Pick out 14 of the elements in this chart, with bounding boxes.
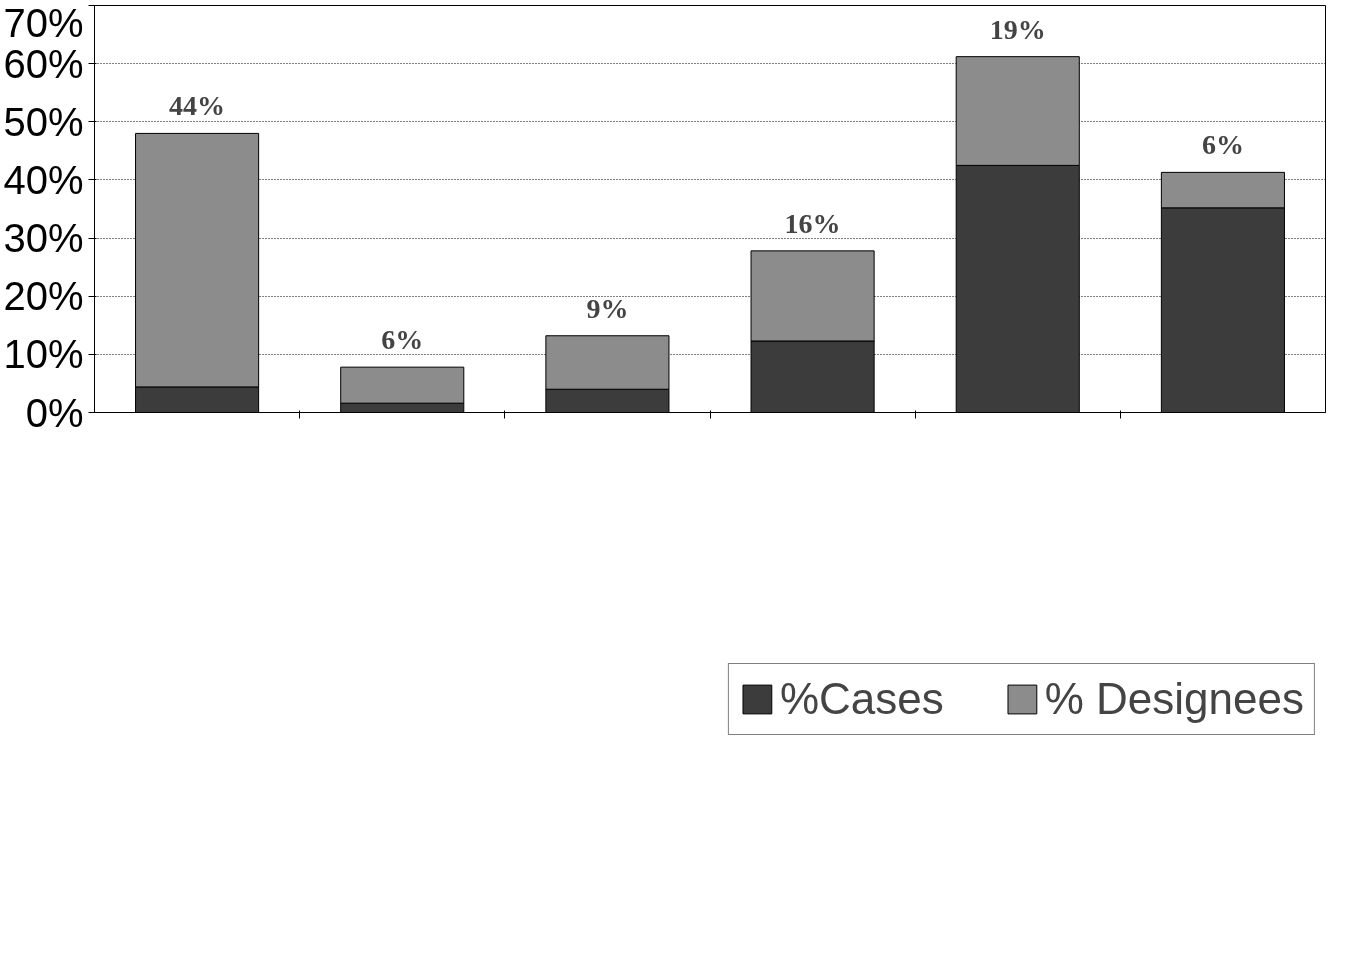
y-tick-label: 20% <box>3 274 84 319</box>
legend-label: % Designees <box>1044 674 1304 724</box>
y-tick-label: 50% <box>3 99 84 144</box>
y-tick-label: 0% <box>25 390 84 435</box>
y-tick-label: 30% <box>3 216 84 261</box>
y-tick-label: 10% <box>3 332 84 377</box>
y-tick-label: 40% <box>3 157 84 202</box>
data-label: 16% <box>784 207 841 239</box>
legend-label: %Cases <box>779 674 944 724</box>
data-label: 6% <box>381 324 424 356</box>
data-label: 19% <box>989 13 1046 45</box>
data-label: 44% <box>169 90 226 122</box>
data-label: 6% <box>1201 129 1244 161</box>
data-label: 9% <box>586 292 629 324</box>
